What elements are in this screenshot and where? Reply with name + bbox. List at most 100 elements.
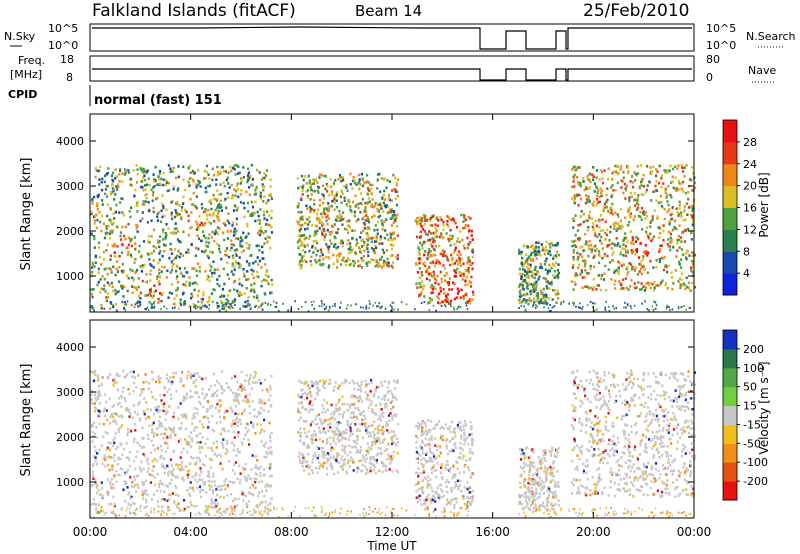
echo-cell <box>224 223 227 227</box>
echo-cell <box>690 269 693 272</box>
echo-cell <box>671 206 674 209</box>
echo-cell <box>196 226 199 230</box>
echo-cell <box>156 219 160 222</box>
echo-cell <box>105 249 108 252</box>
echo-cell <box>588 186 592 189</box>
echo-cell <box>580 270 583 274</box>
echo-cell <box>256 415 259 419</box>
echo-cell <box>309 198 312 201</box>
echo-cell <box>259 501 262 505</box>
echo-cell <box>134 303 137 306</box>
echo-cell <box>327 382 330 386</box>
echo-cell <box>540 292 543 295</box>
echo-cell <box>202 405 205 409</box>
echo-cell <box>270 374 273 378</box>
echo-cell <box>169 433 172 437</box>
echo-cell <box>537 252 540 256</box>
echo-cell <box>153 305 156 308</box>
echo-cell <box>196 305 199 309</box>
echo-cell <box>130 285 134 288</box>
echo-cell <box>177 250 180 253</box>
echo-cell <box>186 489 189 492</box>
echo-cell <box>123 301 126 304</box>
echo-cell <box>183 303 185 306</box>
echo-cell <box>233 265 236 268</box>
echo-cell <box>173 185 176 189</box>
echo-cell <box>530 274 534 278</box>
echo-cell <box>342 178 345 182</box>
echo-cell <box>423 230 426 233</box>
echo-cell <box>216 197 219 201</box>
echo-cell <box>204 395 207 398</box>
echo-cell <box>248 264 251 267</box>
echo-cell <box>247 500 250 503</box>
echo-cell <box>164 179 167 182</box>
echo-cell <box>174 231 177 235</box>
echo-cell <box>298 229 301 233</box>
echo-cell <box>423 295 426 298</box>
echo-cell <box>133 236 136 239</box>
echo-cell <box>678 182 681 185</box>
echo-cell <box>218 247 221 251</box>
echo-cell <box>166 189 169 193</box>
echo-cell <box>616 181 619 185</box>
echo-cell <box>316 181 319 184</box>
echo-cell <box>92 307 95 310</box>
echo-cell <box>215 488 218 491</box>
echo-cell <box>178 204 181 207</box>
echo-cell <box>207 470 210 473</box>
echo-cell <box>101 177 104 181</box>
echo-cell <box>216 510 219 513</box>
echo-cell <box>90 399 93 402</box>
echo-cell <box>222 496 226 499</box>
echo-cell <box>658 236 661 239</box>
echo-cell <box>160 209 163 212</box>
echo-cell <box>125 247 128 250</box>
echo-cell <box>111 178 114 182</box>
echo-cell <box>312 251 315 254</box>
echo-cell <box>98 422 101 426</box>
echo-cell <box>207 173 210 176</box>
echo-cell <box>520 277 523 280</box>
echo-cell <box>426 218 429 222</box>
echo-cell <box>209 222 212 225</box>
echo-cell <box>253 508 256 511</box>
echo-cell <box>175 371 178 374</box>
echo-cell <box>304 221 307 225</box>
echo-cell <box>198 400 201 404</box>
echo-cell <box>427 251 430 254</box>
echo-cell <box>211 178 214 182</box>
echo-cell <box>391 214 394 217</box>
echo-cell <box>604 204 607 208</box>
echo-cell <box>598 178 601 181</box>
echo-cell <box>425 277 429 281</box>
echo-cell <box>188 443 191 446</box>
echo-cell <box>128 392 131 396</box>
echo-cell <box>243 215 246 219</box>
echo-cell <box>266 210 269 213</box>
echo-cell <box>387 196 390 200</box>
echo-cell <box>240 370 243 374</box>
echo-cell <box>299 185 302 189</box>
echo-cell <box>415 218 418 222</box>
echo-cell <box>207 480 210 483</box>
echo-cell <box>336 409 339 412</box>
echo-cell <box>693 181 697 185</box>
echo-cell <box>533 301 536 304</box>
echo-cell <box>95 202 99 205</box>
echo-cell <box>115 381 118 384</box>
echo-cell <box>690 213 693 217</box>
echo-cell <box>551 298 554 301</box>
echo-cell <box>464 269 467 273</box>
echo-cell <box>275 301 278 304</box>
echo-cell <box>329 185 333 189</box>
echo-cell <box>384 425 388 428</box>
echo-cell <box>588 214 591 217</box>
echo-cell <box>526 292 529 296</box>
echo-cell <box>541 297 544 301</box>
echo-cell <box>618 225 621 228</box>
echo-cell <box>611 193 614 197</box>
echo-cell <box>242 267 245 271</box>
echo-cell <box>184 208 187 212</box>
echo-cell <box>211 489 214 492</box>
